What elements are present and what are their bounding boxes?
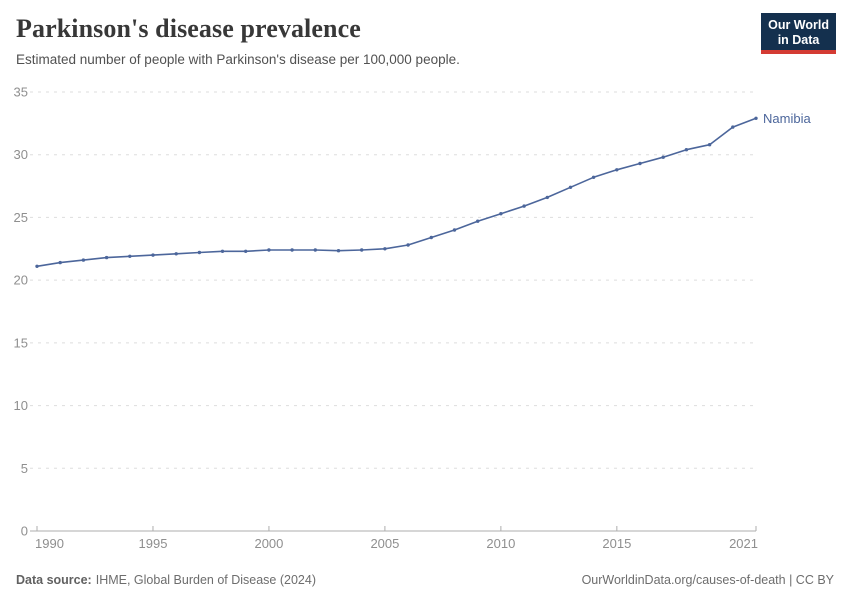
data-point[interactable]	[313, 248, 317, 252]
line-chart: 0 5 10 15 20 25 30 35 1990 1995 2000 2005 2010 2015 20…	[0, 80, 850, 570]
data-point[interactable]	[684, 148, 689, 152]
data-point[interactable]	[476, 219, 480, 223]
y-tick-label: 20	[14, 273, 28, 288]
owid-logo-line1: Our World	[768, 18, 829, 32]
data-point[interactable]	[499, 212, 503, 216]
data-point[interactable]	[661, 155, 665, 159]
data-point[interactable]	[545, 195, 549, 200]
data-point[interactable]	[267, 248, 271, 252]
x-tick-label: 2015	[602, 536, 631, 551]
data-point[interactable]	[452, 228, 457, 232]
data-point[interactable]	[244, 249, 248, 253]
x-tick-label: 2021	[729, 536, 758, 551]
page-subtitle: Estimated number of people with Parkinso…	[16, 52, 460, 67]
data-point[interactable]	[58, 260, 62, 265]
data-point[interactable]	[754, 116, 758, 120]
data-source-label: Data source:	[16, 573, 92, 587]
data-point[interactable]	[35, 264, 39, 268]
y-tick-label: 35	[14, 85, 28, 100]
data-point[interactable]	[568, 185, 573, 189]
y-tick-label: 0	[21, 524, 28, 539]
x-tick-label: 2005	[370, 536, 399, 551]
x-tick-label: 2010	[486, 536, 515, 551]
chart-line[interactable]	[36, 117, 757, 268]
data-point[interactable]	[336, 249, 341, 253]
x-tick-label: 1995	[139, 536, 168, 551]
y-tick-label: 30	[14, 147, 28, 162]
chart-footer: Data source: IHME, Global Burden of Disea…	[16, 573, 834, 587]
y-tick-label: 15	[14, 335, 28, 350]
data-point[interactable]	[707, 143, 712, 147]
data-point[interactable]	[591, 175, 596, 179]
data-point[interactable]	[220, 249, 225, 253]
y-tick-label: 25	[14, 210, 28, 225]
data-point[interactable]	[406, 243, 410, 247]
series-label[interactable]: Namibia	[763, 111, 811, 126]
data-point[interactable]	[638, 161, 642, 166]
data-point[interactable]	[383, 247, 387, 251]
page-title: Parkinson's disease prevalence	[16, 14, 361, 43]
data-source-note: Data source: IHME, Global Burden of Disea…	[16, 573, 316, 587]
data-point[interactable]	[429, 235, 433, 240]
data-point[interactable]	[104, 255, 109, 260]
data-point[interactable]	[151, 253, 155, 257]
x-tick-label: 2000	[254, 536, 283, 551]
y-tick-label: 5	[21, 461, 28, 476]
owid-logo[interactable]: Our World in Data	[761, 13, 836, 54]
data-point[interactable]	[128, 254, 132, 258]
data-source-value: IHME, Global Burden of Disease (2024)	[95, 573, 316, 587]
data-point[interactable]	[174, 252, 178, 256]
x-tick-label: 1990	[35, 536, 64, 551]
data-point[interactable]	[615, 168, 619, 172]
data-point[interactable]	[290, 248, 294, 252]
owid-logo-line2: in Data	[777, 32, 820, 47]
data-point[interactable]	[197, 250, 202, 255]
credit-link[interactable]: OurWorldinData.org/causes-of-death | CC …	[581, 573, 834, 587]
prevalence-chart-svg: 0 5 10 15 20 25 30 35 1990 1995 2000 2005 2010 2015 20…	[14, 85, 812, 552]
data-point[interactable]	[522, 204, 526, 208]
y-tick-label: 10	[14, 398, 28, 413]
chart-header: Parkinson's disease prevalence Estimated…	[16, 13, 836, 67]
data-point[interactable]	[731, 125, 735, 129]
data-point[interactable]	[81, 258, 86, 262]
data-point[interactable]	[360, 248, 364, 252]
